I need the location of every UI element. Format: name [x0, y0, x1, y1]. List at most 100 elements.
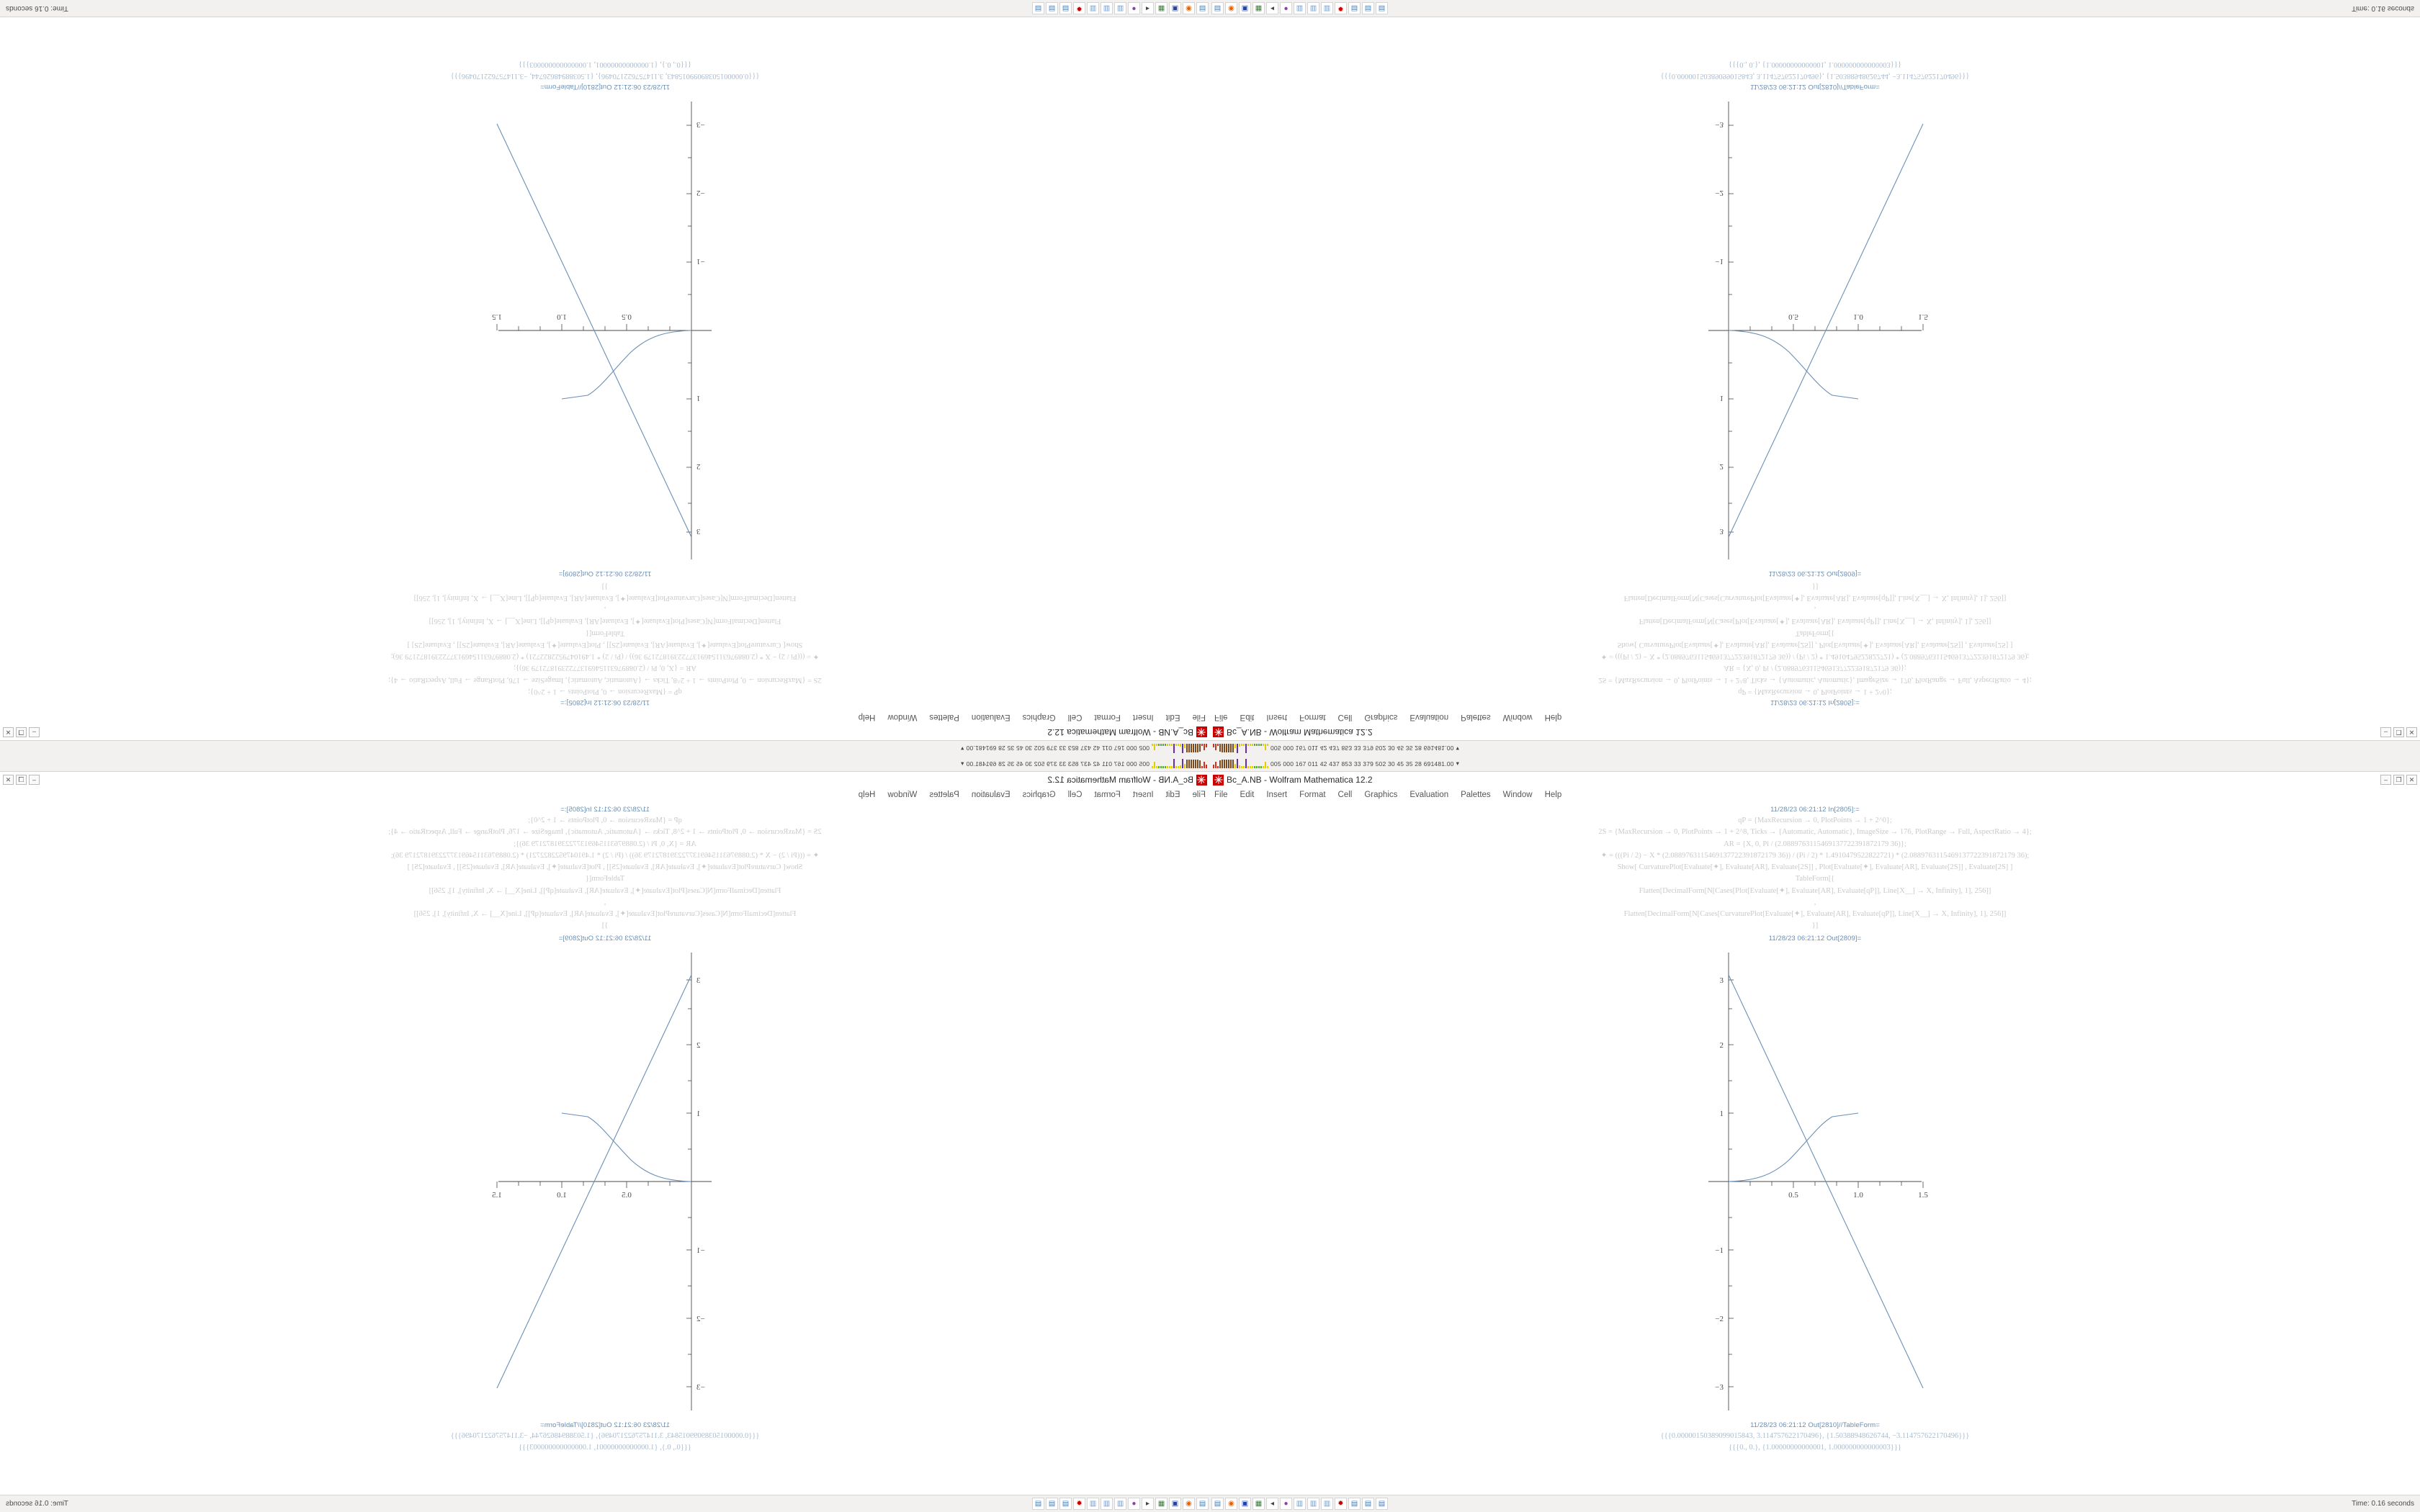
window-titlebar[interactable]: Bc_A.NB - Wolfram Mathematica 12.2 – ❐ ✕ — [0, 772, 1210, 788]
menu-item-graphics[interactable]: Graphics — [1364, 791, 1398, 799]
menu-item-graphics[interactable]: Graphics — [1022, 713, 1056, 721]
minimize-button[interactable]: – — [29, 727, 40, 737]
menu-item-help[interactable]: Help — [858, 713, 876, 721]
os-taskbar[interactable]: ▤ ◉ ▣ ▦ ◂ ● ▥ ▥ ▥ ✹ ▤ ▤ ▤ Time: 0.16 sec… — [1210, 0, 2420, 17]
window-titlebar[interactable]: Bc_A.NB - Wolfram Mathematica 12.2 – ❐ ✕ — [1210, 772, 2420, 788]
notebook-canvas[interactable]: 11/28/23 06:21:12 In[2805]:= qP = {MaxRe… — [0, 802, 1210, 1495]
gimp-icon[interactable]: ● — [1280, 1498, 1292, 1510]
menubar[interactable]: File Edit Insert Format Cell Graphics Ev… — [0, 788, 1210, 802]
text-editor-icon[interactable]: ▥ — [1321, 2, 1333, 14]
menu-item-graphics[interactable]: Graphics — [1364, 713, 1398, 721]
menu-item-cell[interactable]: Cell — [1067, 791, 1083, 799]
mathematica-icon[interactable]: ✹ — [1335, 1498, 1347, 1510]
menu-item-insert[interactable]: Insert — [1132, 791, 1154, 799]
calculator-icon[interactable]: ▤ — [1376, 2, 1388, 14]
notebook-canvas[interactable]: 11/28/23 06:21:12 In[2805]:= qP = {MaxRe… — [0, 17, 1210, 710]
calculator-icon[interactable]: ▤ — [1362, 2, 1374, 14]
menu-item-format[interactable]: Format — [1299, 713, 1326, 721]
menu-item-insert[interactable]: Insert — [1266, 791, 1288, 799]
menubar[interactable]: File Edit Insert Format Cell Graphics Ev… — [0, 710, 1210, 724]
menu-item-palettes[interactable]: Palettes — [1461, 791, 1491, 799]
notebook-quadrant-bottom-right[interactable]: 005 000 167 011 42 437 853 33 379 502 30… — [1210, 756, 2420, 1512]
menu-item-window[interactable]: Window — [887, 713, 918, 721]
file-manager-icon[interactable]: ▤ — [1196, 2, 1209, 14]
menu-item-cell[interactable]: Cell — [1067, 713, 1083, 721]
notebook-quadrant-bottom-left[interactable]: 005 000 167 011 42 437 853 33 379 502 30… — [0, 756, 1210, 1512]
menu-item-edit[interactable]: Edit — [1165, 791, 1180, 799]
menu-item-graphics[interactable]: Graphics — [1022, 791, 1056, 799]
close-button[interactable]: ✕ — [2406, 775, 2417, 785]
floppy-save-icon[interactable]: ▣ — [1239, 1498, 1251, 1510]
text-editor-icon[interactable]: ▥ — [1101, 2, 1113, 14]
close-button[interactable]: ✕ — [2406, 727, 2417, 737]
calculator-icon[interactable]: ▤ — [1032, 1498, 1044, 1510]
file-manager-icon[interactable]: ▤ — [1196, 1498, 1209, 1510]
menu-item-help[interactable]: Help — [1544, 791, 1562, 799]
menu-item-palettes[interactable]: Palettes — [929, 791, 959, 799]
text-editor-icon[interactable]: ▥ — [1114, 2, 1126, 14]
panel-expander-icon[interactable]: ▾ — [1456, 745, 1460, 752]
firefox-icon[interactable]: ◉ — [1183, 2, 1195, 14]
plot-output-cell[interactable]: 0.5 1.0 1.5 — [0, 944, 1210, 1419]
menubar[interactable]: File Edit Insert Format Cell Graphics Ev… — [1210, 788, 2420, 802]
volume-icon[interactable]: ◂ — [1266, 1498, 1278, 1510]
floppy-save-icon[interactable]: ▣ — [1239, 2, 1251, 14]
notebook-canvas[interactable]: 11/28/23 06:21:12 In[2805]:= qP = {MaxRe… — [1210, 802, 2420, 1495]
os-taskbar[interactable]: ▤ ◉ ▣ ▦ ◂ ● ▥ ▥ ▥ ✹ ▤ ▤ ▤ Time: 0.16 sec… — [1210, 1495, 2420, 1512]
window-controls[interactable]: – ❐ ✕ — [2380, 775, 2417, 785]
menu-item-evaluation[interactable]: Evaluation — [1410, 791, 1449, 799]
volume-icon[interactable]: ◂ — [1266, 2, 1278, 14]
menu-item-window[interactable]: Window — [1502, 791, 1533, 799]
menu-item-insert[interactable]: Insert — [1266, 713, 1288, 721]
curvature-plot[interactable]: 0.5 1.0 1.5 — [1700, 93, 1930, 568]
menu-item-palettes[interactable]: Palettes — [929, 713, 959, 721]
plot-output-cell[interactable]: 0.5 1.0 1.5 — [1210, 93, 2420, 568]
minimize-button[interactable]: – — [2380, 775, 2391, 785]
os-taskbar[interactable]: ▤ ◉ ▣ ▦ ◂ ● ▥ ▥ ▥ ✹ ▤ ▤ ▤ Time: 0.16 sec… — [0, 0, 1210, 17]
text-editor-icon[interactable]: ▥ — [1114, 1498, 1126, 1510]
menu-item-cell[interactable]: Cell — [1337, 791, 1353, 799]
menu-item-evaluation[interactable]: Evaluation — [971, 791, 1010, 799]
calculator-icon[interactable]: ▤ — [1362, 1498, 1374, 1510]
screenshot-icon[interactable]: ▦ — [1155, 1498, 1168, 1510]
menu-item-format[interactable]: Format — [1299, 791, 1326, 799]
menubar[interactable]: File Edit Insert Format Cell Graphics Ev… — [1210, 710, 2420, 724]
curvature-plot[interactable]: 0.5 1.0 1.5 — [490, 93, 720, 568]
file-manager-icon[interactable]: ▤ — [1211, 2, 1224, 14]
input-cell-code[interactable]: qP = {MaxRecursion → 0, PlotPoints → 1 +… — [1210, 815, 2420, 932]
panel-expander-icon[interactable]: ▾ — [1456, 760, 1460, 767]
screenshot-icon[interactable]: ▦ — [1252, 2, 1265, 14]
text-editor-icon[interactable]: ▥ — [1307, 2, 1319, 14]
menu-item-cell[interactable]: Cell — [1337, 713, 1353, 721]
text-editor-icon[interactable]: ▥ — [1307, 1498, 1319, 1510]
menu-item-file[interactable]: File — [1192, 791, 1206, 799]
menu-item-file[interactable]: File — [1214, 713, 1228, 721]
calculator-icon[interactable]: ▤ — [1348, 2, 1361, 14]
text-editor-icon[interactable]: ▥ — [1087, 1498, 1099, 1510]
menu-item-help[interactable]: Help — [1544, 713, 1562, 721]
window-controls[interactable]: – ❐ ✕ — [3, 727, 40, 737]
firefox-icon[interactable]: ◉ — [1183, 1498, 1195, 1510]
curvature-plot[interactable]: 0.5 1.0 1.5 — [1700, 944, 1930, 1419]
calculator-icon[interactable]: ▤ — [1032, 2, 1044, 14]
menu-item-edit[interactable]: Edit — [1240, 791, 1255, 799]
maximize-button[interactable]: ❐ — [2393, 775, 2404, 785]
mathematica-icon[interactable]: ✹ — [1335, 2, 1347, 14]
menu-item-file[interactable]: File — [1214, 791, 1228, 799]
calculator-icon[interactable]: ▤ — [1348, 1498, 1361, 1510]
firefox-icon[interactable]: ◉ — [1225, 2, 1237, 14]
minimize-button[interactable]: – — [29, 775, 40, 785]
screenshot-icon[interactable]: ▦ — [1252, 1498, 1265, 1510]
calculator-icon[interactable]: ▤ — [1046, 2, 1058, 14]
text-editor-icon[interactable]: ▥ — [1294, 2, 1306, 14]
mathematica-icon[interactable]: ✹ — [1073, 1498, 1085, 1510]
maximize-button[interactable]: ❐ — [16, 775, 27, 785]
floppy-save-icon[interactable]: ▣ — [1169, 1498, 1181, 1510]
curvature-plot[interactable]: 0.5 1.0 1.5 — [490, 944, 720, 1419]
calculator-icon[interactable]: ▤ — [1376, 1498, 1388, 1510]
text-editor-icon[interactable]: ▥ — [1101, 1498, 1113, 1510]
minimize-button[interactable]: – — [2380, 727, 2391, 737]
menu-item-insert[interactable]: Insert — [1132, 713, 1154, 721]
menu-item-file[interactable]: File — [1192, 713, 1206, 721]
volume-icon[interactable]: ◂ — [1142, 2, 1154, 14]
